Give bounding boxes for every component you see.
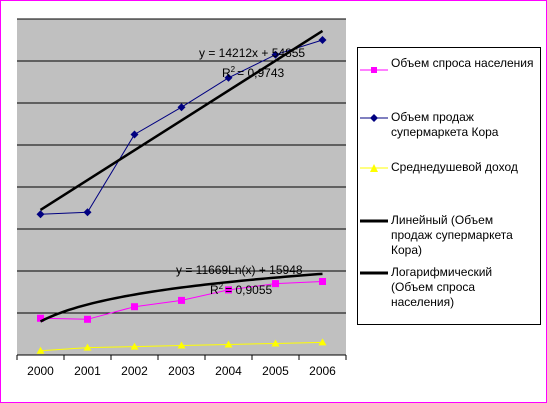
legend-label-demand: Объем спроса населения bbox=[391, 56, 534, 70]
data-point bbox=[224, 340, 233, 348]
log-r2-value: = 0,9055 bbox=[225, 283, 272, 297]
data-point bbox=[225, 286, 232, 294]
data-point bbox=[271, 50, 280, 59]
legend-marker-log-trend bbox=[360, 271, 388, 275]
legend-marker-sales bbox=[360, 114, 388, 122]
linear-r2-label: R2 = 0,9743 bbox=[222, 65, 284, 80]
data-point bbox=[130, 342, 139, 350]
legend-label-income: Среднедушевой доход bbox=[391, 160, 518, 174]
x-tick-label: 2004 bbox=[215, 364, 242, 378]
legend-label-log-trend: Логарифмический (Объем спроса населения) bbox=[391, 265, 493, 309]
legend-label-linear-trend: Линейный (Объем продаж супермаркета Кора… bbox=[391, 213, 513, 257]
data-point bbox=[318, 338, 327, 346]
trendline bbox=[39, 272, 323, 323]
data-point bbox=[83, 208, 92, 217]
legend-marker-demand bbox=[360, 67, 388, 73]
data-point bbox=[224, 73, 233, 82]
linear-r2-value: = 0,9743 bbox=[237, 66, 284, 80]
data-point bbox=[36, 210, 45, 219]
annotations: y = 14212x + 54855 R2 = 0,9743 y = 11669L… bbox=[176, 46, 305, 297]
data-point bbox=[271, 339, 280, 347]
x-tick-label: 2000 bbox=[27, 364, 54, 378]
log-r2-label: R2 = 0,9055 bbox=[210, 282, 272, 297]
x-axis-ticks: 2000 2001 2002 2003 2004 2005 2006 bbox=[16, 355, 347, 378]
legend-label-sales: Объем продаж супермаркета Кора bbox=[391, 110, 499, 139]
data-point bbox=[36, 346, 45, 354]
data-point bbox=[178, 296, 185, 304]
x-tick-label: 2006 bbox=[309, 364, 336, 378]
x-tick-label: 2002 bbox=[121, 364, 148, 378]
data-point bbox=[319, 278, 326, 285]
trendline-layer bbox=[39, 29, 324, 323]
series-layer bbox=[36, 36, 327, 354]
x-tick-label: 2005 bbox=[262, 364, 289, 378]
data-point bbox=[84, 315, 91, 323]
legend-marker-income bbox=[360, 164, 388, 172]
trendline bbox=[39, 29, 324, 212]
linear-equation-label: y = 14212x + 54855 bbox=[199, 46, 305, 60]
data-point bbox=[272, 280, 279, 288]
data-point bbox=[318, 36, 327, 44]
data-point bbox=[177, 103, 186, 112]
legend-marker-linear-trend bbox=[360, 219, 388, 223]
log-equation-label: y = 11669Ln(x) + 15948 bbox=[176, 263, 303, 277]
data-point bbox=[177, 341, 186, 349]
x-tick-label: 2003 bbox=[168, 364, 195, 378]
data-point bbox=[130, 130, 139, 139]
gridlines bbox=[17, 18, 346, 314]
legend: Объем спроса населения Объем продаж супе… bbox=[357, 47, 541, 325]
data-point bbox=[37, 314, 44, 322]
data-point bbox=[83, 343, 92, 351]
data-point bbox=[131, 303, 138, 311]
x-tick-label: 2001 bbox=[74, 364, 101, 378]
